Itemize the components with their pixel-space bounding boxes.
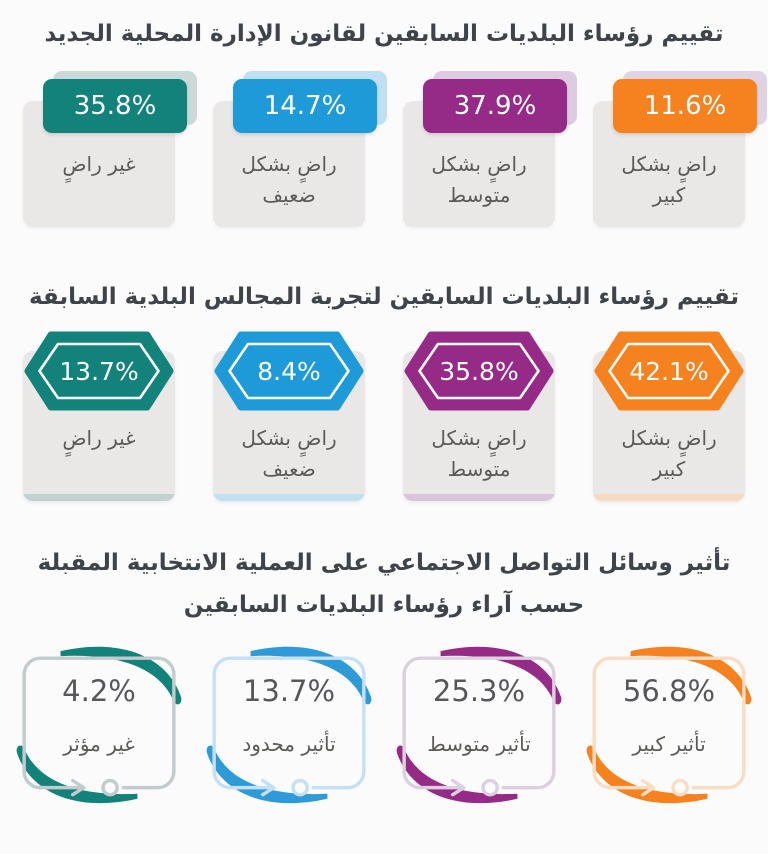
hexagon-badge-icon	[214, 331, 364, 411]
stat-card: 4.2% غير مؤثر	[10, 644, 188, 820]
value-label: غير راضٍ	[62, 426, 136, 450]
frame-outline	[212, 656, 366, 790]
corner-swoosh-icon	[630, 646, 752, 705]
stat-card: 42.1% راضٍ بشكل كبير	[593, 331, 745, 501]
value-label: غير راضٍ	[62, 152, 136, 176]
value-badge: 11.6%	[613, 79, 757, 133]
arrow-right-icon	[260, 778, 276, 797]
value-text: 35.8%	[439, 356, 519, 386]
stat-card: 35.8% راضٍ بشكل متوسط	[403, 331, 555, 501]
corner-swoosh-icon	[440, 646, 562, 705]
section-title-social-media-line1: تأثير وسائل التواصل الاجتماعي على العملي…	[37, 550, 731, 576]
value-label: راضٍ بشكل ضعيف	[241, 426, 337, 481]
infographic-page: تقييم رؤساء البلديات السابقين لقانون الإ…	[0, 14, 768, 820]
stat-card: 13.7% غير راضٍ	[23, 331, 175, 501]
stat-card: 8.4% راضٍ بشكل ضعيف	[213, 331, 365, 501]
arrow-right-icon	[640, 778, 656, 797]
card-base-strip	[23, 494, 175, 501]
frame-outline	[592, 656, 746, 790]
circle-node-icon	[101, 778, 119, 797]
section-title-social-media-line2: حسب آراء رؤساء البلديات السابقين	[183, 592, 585, 618]
value-text: 8.4%	[257, 356, 321, 386]
circle-node-icon	[291, 778, 309, 797]
value-label: راضٍ بشكل ضعيف	[241, 152, 337, 207]
stat-card: 35.8% غير راضٍ	[23, 71, 197, 227]
circle-node-icon	[481, 778, 499, 797]
stat-card: 25.3% تأثير متوسط	[390, 644, 568, 820]
circle-node-icon	[671, 778, 689, 797]
value-label: راضٍ بشكل كبير	[621, 426, 717, 481]
stat-card: 11.6% راضٍ بشكل كبير	[593, 71, 767, 227]
section-title-councils-evaluation: تقييم رؤساء البلديات السابقين لتجربة الم…	[28, 284, 740, 310]
value-text: 13.7%	[242, 674, 336, 708]
arrow-right-icon	[450, 778, 466, 797]
card-base-strip	[213, 494, 365, 501]
arrow-right-icon	[70, 778, 86, 797]
frame-outline	[22, 656, 176, 790]
value-label: غير مؤثر	[63, 732, 135, 756]
value-label: راضٍ بشكل كبير	[621, 152, 717, 207]
value-text: 14.7%	[263, 91, 347, 121]
stat-card: 14.7% راضٍ بشكل ضعيف	[213, 71, 387, 227]
hexagon-badge-icon	[24, 331, 174, 411]
value-label: راضٍ بشكل متوسط	[431, 426, 527, 481]
swoosh-frame	[390, 644, 568, 816]
value-text: 42.1%	[629, 356, 709, 386]
swoosh-frame	[580, 644, 758, 816]
value-badge: 35.8%	[43, 79, 187, 133]
hexagon-badge-icon	[404, 331, 554, 411]
corner-swoosh-icon	[60, 646, 182, 705]
card-base-strip	[403, 494, 555, 501]
value-label: تأثير محدود	[242, 732, 336, 756]
stat-card: 37.9% راضٍ بشكل متوسط	[403, 71, 577, 227]
value-text: 13.7%	[59, 356, 139, 386]
value-badge: 37.9%	[423, 79, 567, 133]
value-text: 11.6%	[643, 91, 727, 121]
corner-swoosh-icon	[250, 646, 372, 705]
section-title-law-evaluation: تقييم رؤساء البلديات السابقين لقانون الإ…	[44, 21, 724, 47]
swoosh-frame	[200, 644, 378, 816]
value-text: 4.2%	[62, 674, 136, 708]
councils-evaluation-row: 42.1% راضٍ بشكل كبير 35.8% راضٍ بشكل متوسط…	[0, 331, 768, 501]
value-badge: 14.7%	[233, 79, 377, 133]
frame-outline	[402, 656, 556, 790]
value-label: تأثير متوسط	[427, 732, 531, 756]
value-text: 56.8%	[622, 674, 716, 708]
law-evaluation-row: 11.6% راضٍ بشكل كبير 37.9% راضٍ بشكل متوسط 1…	[0, 71, 768, 227]
social-media-impact-row: 56.8% تأثير كبير 25.3% تأثير متوسط 13.7% تأ…	[0, 644, 768, 820]
swoosh-frame	[10, 644, 188, 816]
value-text: 35.8%	[73, 91, 157, 121]
value-text: 37.9%	[453, 91, 537, 121]
hexagon-badge-icon	[594, 331, 744, 411]
value-text: 25.3%	[432, 674, 526, 708]
stat-card: 56.8% تأثير كبير	[580, 644, 758, 820]
stat-card: 13.7% تأثير محدود	[200, 644, 378, 820]
value-label: تأثير كبير	[632, 732, 706, 756]
card-base-strip	[593, 494, 745, 501]
value-label: راضٍ بشكل متوسط	[431, 152, 527, 207]
